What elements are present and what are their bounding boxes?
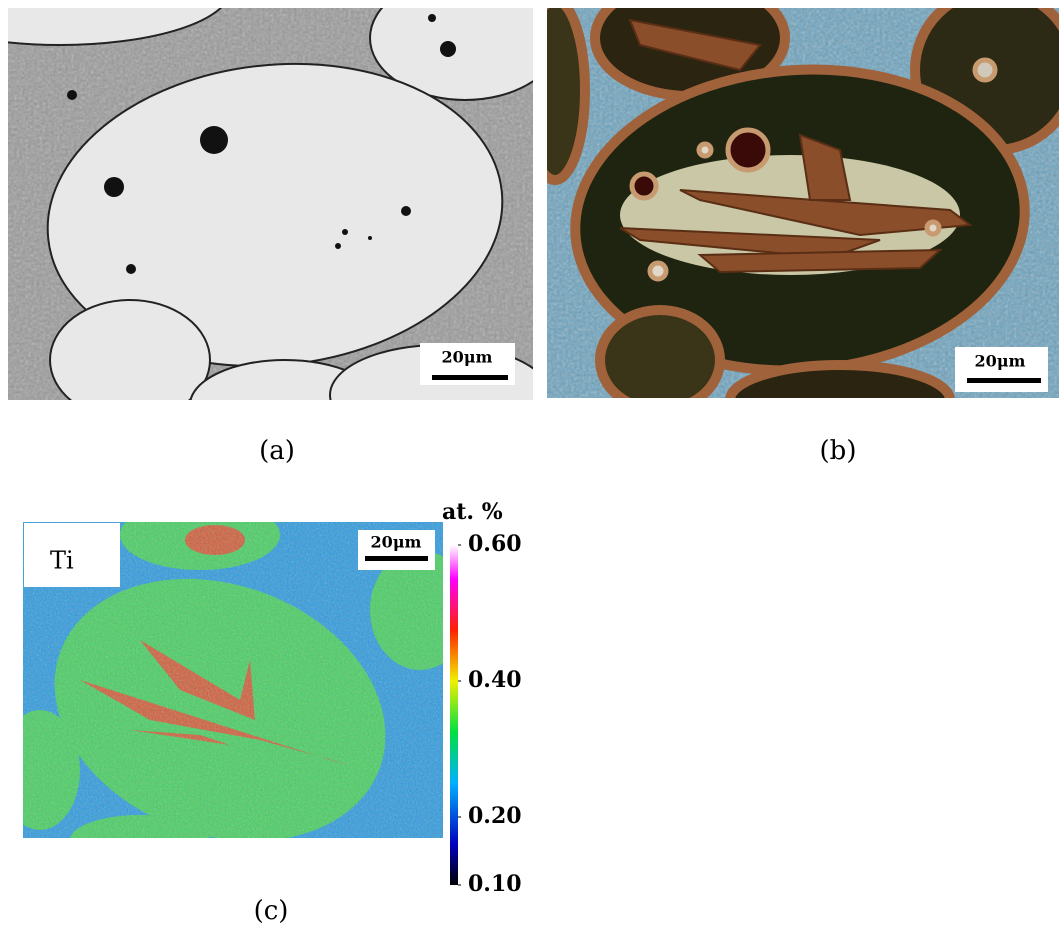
colorbar-tick-label: 0.60 xyxy=(468,531,522,557)
colorbar: 0.60 0.40 0.20 0.10 xyxy=(450,531,522,897)
element-label: Ti xyxy=(50,547,74,575)
figure: 20μm (a) 20μm xyxy=(0,0,1059,928)
panel-label: (c) xyxy=(254,896,289,926)
panel-label: (a) xyxy=(259,436,295,466)
scale-bar-label: 20μm xyxy=(371,533,422,552)
colorbar-gradient xyxy=(450,545,458,885)
colorbar-title: at. % xyxy=(442,499,503,525)
panel-label: (b) xyxy=(820,436,857,466)
colorbar-tick-label: 0.40 xyxy=(468,667,522,693)
colorbar-tick-label: 0.20 xyxy=(468,803,522,829)
scale-bar-label: 20μm xyxy=(442,348,493,367)
scale-bar xyxy=(365,556,428,561)
scale-bar-label: 20μm xyxy=(975,352,1026,371)
colorbar-tick-label: 0.10 xyxy=(468,871,522,897)
scale-bar xyxy=(967,378,1041,383)
scale-bar xyxy=(432,375,508,380)
